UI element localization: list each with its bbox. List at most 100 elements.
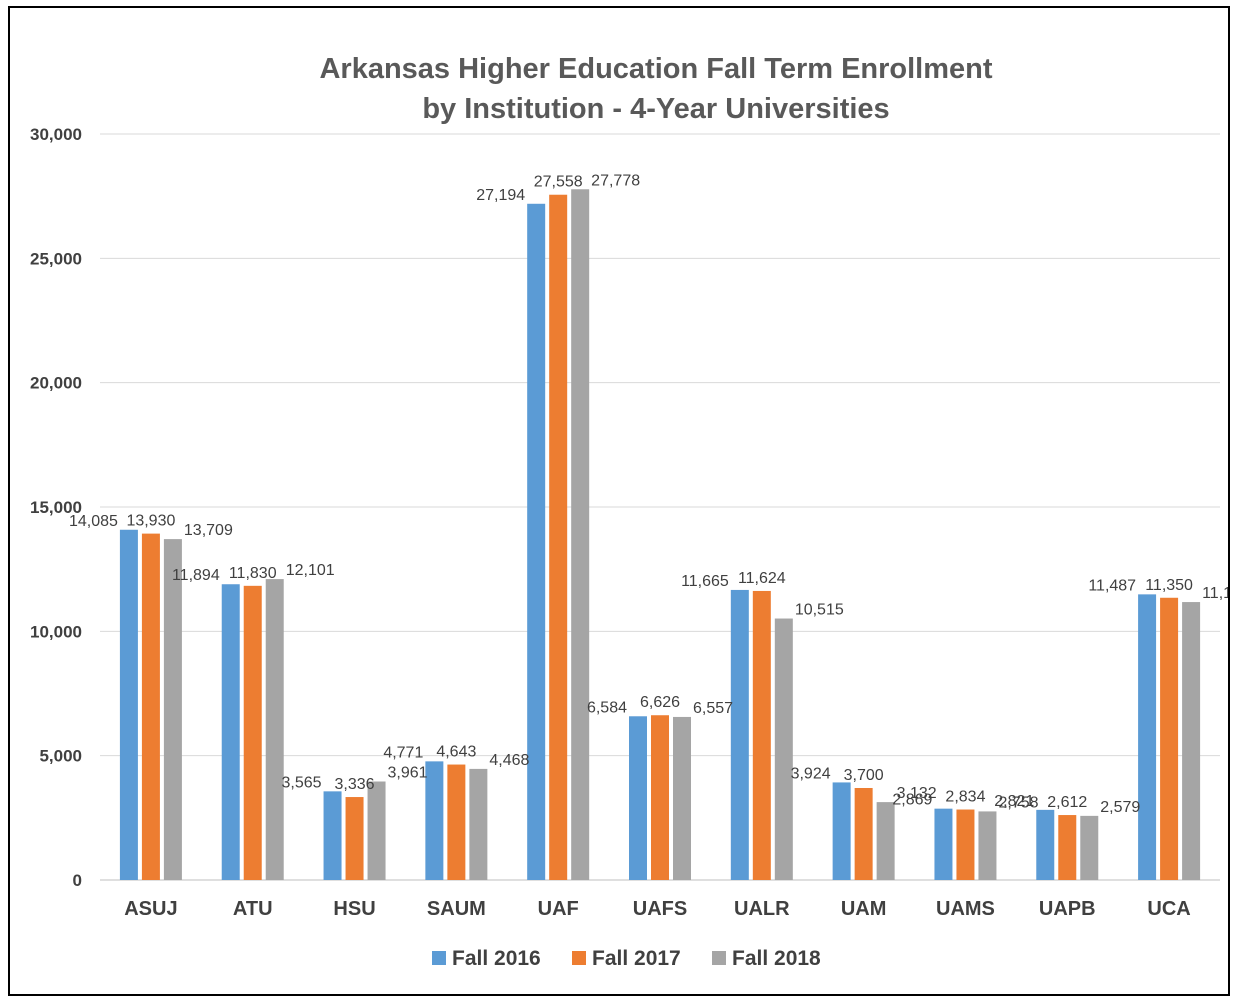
bar-uca-series-1: [1138, 594, 1157, 880]
data-label: 11,894: [172, 567, 220, 584]
bar-hsu-series-2: [345, 797, 364, 880]
data-label: 3,924: [791, 765, 831, 782]
legend-swatch: [712, 951, 726, 965]
legend-swatch: [572, 951, 586, 965]
data-label: 2,758: [998, 794, 1038, 811]
bar-uca-series-2: [1160, 597, 1179, 880]
data-label: 6,557: [693, 700, 733, 717]
chart-title-line-1: Arkansas Higher Education Fall Term Enro…: [319, 53, 992, 85]
bar-asuj-series-3: [163, 539, 182, 880]
y-tick-label: 15,000: [30, 498, 82, 517]
bar-asuj-series-2: [141, 533, 160, 880]
data-label: 10,515: [795, 602, 844, 619]
bar-uca-series-3: [1182, 602, 1201, 880]
data-label: 3,961: [388, 765, 428, 782]
x-category-label: UCA: [1147, 898, 1190, 920]
chart-title: Arkansas Higher Education Fall Term Enro…: [319, 53, 992, 125]
data-label: 11,350: [1145, 577, 1193, 594]
data-label: 11,830: [229, 565, 277, 582]
data-label: 2,834: [945, 789, 985, 806]
legend-swatch: [432, 951, 446, 965]
legend-label: Fall 2018: [732, 947, 821, 970]
data-label: 4,771: [383, 744, 423, 761]
bar-saum-series-2: [447, 764, 466, 880]
bar-asuj-series-1: [119, 529, 138, 880]
bar-uaf-series-1: [527, 203, 546, 880]
x-category-label: SAUM: [427, 898, 486, 920]
data-label: 6,584: [587, 699, 627, 716]
bars: [119, 189, 1201, 881]
data-label: 4,468: [489, 752, 529, 769]
chart-frame: Arkansas Higher Education Fall Term Enro…: [8, 6, 1230, 996]
bar-uafs-series-3: [673, 716, 691, 880]
bar-uams-series-2: [956, 809, 975, 880]
y-tick-label: 0: [73, 871, 82, 890]
bar-atu-series-1: [221, 584, 240, 880]
x-category-label: UAMS: [936, 898, 995, 920]
y-tick-label: 30,000: [30, 125, 82, 144]
bar-uaf-series-3: [571, 189, 590, 881]
x-category-label: HSU: [333, 898, 375, 920]
data-label: 27,778: [591, 172, 640, 189]
data-label: 14,085: [69, 513, 118, 530]
bar-uafs-series-1: [629, 716, 647, 880]
bar-hsu-series-1: [323, 791, 342, 880]
bar-uams-series-3: [978, 811, 997, 880]
legend-label: Fall 2016: [452, 947, 541, 970]
bar-chart: Arkansas Higher Education Fall Term Enro…: [30, 53, 1228, 970]
bar-uafs-series-2: [651, 715, 669, 880]
bar-saum-series-1: [425, 761, 444, 880]
x-axis-category-labels: ASUJ ATU HSU SAUM UAF UAFS UALR UAM UAMS UAPB UCA: [124, 898, 1191, 920]
y-tick-label: 25,000: [30, 249, 82, 268]
data-label: 4,643: [436, 744, 476, 761]
data-label: 2,612: [1047, 794, 1087, 811]
data-label: 6,626: [640, 694, 680, 711]
x-category-label: UAFS: [633, 898, 687, 920]
bar-uam-series-2: [854, 787, 873, 880]
legend: Fall 2016 Fall 2017 Fall 2018: [432, 947, 821, 970]
data-label: 2,579: [1100, 799, 1140, 816]
bar-saum-series-3: [469, 768, 488, 880]
bar-ualr-series-2: [752, 590, 771, 880]
data-label: 12,101: [286, 562, 335, 579]
data-label: 3,565: [281, 774, 321, 791]
data-label: 13,930: [126, 513, 175, 530]
data-label: 27,194: [476, 187, 525, 204]
data-label: 2,869: [892, 792, 932, 809]
y-tick-label: 10,000: [30, 622, 82, 641]
y-tick-label: 5,000: [39, 747, 82, 766]
data-label: 11,665: [681, 573, 729, 590]
bar-uam-series-3: [876, 802, 895, 880]
data-label: 2,821: [994, 793, 1034, 810]
gridlines: [100, 133, 1220, 881]
data-label: 3,336: [335, 776, 375, 793]
x-category-label: UALR: [734, 898, 790, 920]
bar-uapb-series-3: [1080, 815, 1099, 880]
bar-uapb-series-2: [1058, 815, 1077, 880]
x-category-label: ATU: [233, 898, 273, 920]
bar-uapb-series-1: [1036, 809, 1055, 880]
bar-uams-series-1: [934, 808, 953, 880]
data-labels: 14,085 13,930 13,709 11,894 11,830 12,101 3,56…: [69, 172, 1228, 816]
bar-ualr-series-3: [774, 618, 793, 880]
chart-title-line-2: by Institution - 4-Year Universities: [422, 93, 889, 125]
bar-hsu-series-3: [367, 781, 386, 880]
x-category-label: UAM: [841, 898, 887, 920]
data-label: 13,709: [184, 522, 233, 539]
bar-atu-series-2: [243, 585, 262, 880]
data-label: 11,177: [1202, 585, 1228, 602]
x-category-label: UAPB: [1039, 898, 1096, 920]
data-label: 11,487: [1088, 577, 1136, 594]
legend-label: Fall 2017: [592, 947, 681, 970]
data-label: 27,558: [534, 174, 583, 191]
x-category-label: ASUJ: [124, 898, 177, 920]
data-label: 3,700: [844, 767, 884, 784]
y-tick-label: 20,000: [30, 374, 82, 393]
data-label: 11,624: [738, 570, 786, 587]
x-category-label: UAF: [538, 898, 579, 920]
bar-uam-series-1: [832, 782, 851, 880]
bar-uaf-series-2: [549, 194, 568, 881]
y-axis-tick-labels: 0 5,000 10,000 15,000 20,000 25,000 30,000: [30, 125, 82, 890]
data-label: 3,132: [897, 785, 937, 802]
bar-ualr-series-1: [730, 589, 749, 880]
